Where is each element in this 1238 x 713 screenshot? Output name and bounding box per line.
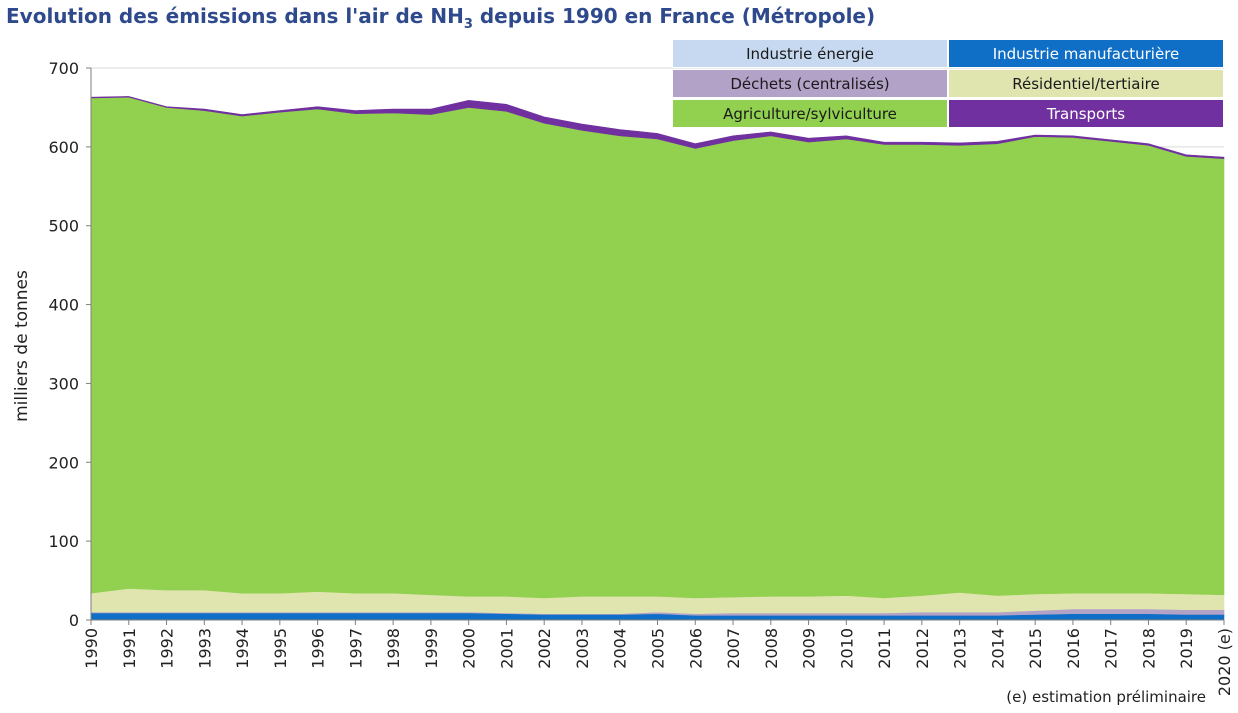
x-tick-label-2015: 2015: [1026, 628, 1045, 669]
y-axis-label: milliers de tonnes: [12, 270, 32, 422]
legend-item-residentiel-tertiaire: Résidentiel/tertiaire: [948, 69, 1224, 98]
x-tick-label-2003: 2003: [573, 628, 592, 669]
x-tick-label-2011: 2011: [875, 628, 894, 669]
chart-title-suffix: depuis 1990 en France (Métropole): [472, 4, 876, 28]
x-tick-label-2004: 2004: [611, 628, 630, 669]
legend-item-transports: Transports: [948, 99, 1224, 128]
x-tick-label-2002: 2002: [535, 628, 554, 669]
x-tick-label-2010: 2010: [837, 628, 856, 669]
x-tick-label-2008: 2008: [762, 628, 781, 669]
x-tick-label-2017: 2017: [1102, 628, 1121, 669]
x-tick-label-1996: 1996: [309, 628, 328, 669]
x-tick-label-2019: 2019: [1177, 628, 1196, 669]
x-tick-label-1990: 1990: [82, 628, 101, 669]
y-tick-label-600: 600: [48, 138, 79, 157]
area-layer: [90, 96, 1225, 621]
x-tick-label-2013: 2013: [951, 628, 970, 669]
x-tick-label-1994: 1994: [233, 628, 252, 669]
x-tick-label-2007: 2007: [724, 628, 743, 669]
chart-title-prefix: Evolution des émissions dans l'air de NH: [6, 4, 464, 28]
x-tick-label-2018: 2018: [1139, 628, 1158, 669]
legend-item-industrie-energie: Industrie énergie: [672, 39, 948, 68]
y-tick-label-0: 0: [69, 611, 79, 630]
x-tick-label-1999: 1999: [422, 628, 441, 669]
y-tick-label-400: 400: [48, 296, 79, 315]
x-tick-label-2001: 2001: [497, 628, 516, 669]
y-tick-labels: 0 100 200 300 400 500 600 700: [48, 59, 79, 630]
y-tick-label-300: 300: [48, 374, 79, 393]
x-tick-label-2000: 2000: [460, 628, 479, 669]
x-tick-label-1995: 1995: [271, 628, 290, 669]
footnote: (e) estimation préliminaire: [1006, 688, 1206, 706]
series-area-transports: [90, 96, 1225, 160]
x-tick-label-2020-e: 2020 (e): [1215, 628, 1234, 696]
axes: [86, 67, 1225, 625]
legend-item-industrie-manufacturiere: Industrie manufacturière: [948, 39, 1224, 68]
x-tick-label-2014: 2014: [988, 628, 1007, 669]
x-tick-label-2009: 2009: [800, 628, 819, 669]
legend-item-dechets-centralises: Déchets (centralisés): [672, 69, 948, 98]
x-tick-labels: 1990 1991 1992 1993 1994 1995 1996 1997 1998 1999…: [82, 628, 1234, 696]
y-tick-label-100: 100: [48, 532, 79, 551]
x-tick-label-2016: 2016: [1064, 628, 1083, 669]
x-tick-label-1993: 1993: [195, 628, 214, 669]
chart-title-subscript: 3: [463, 17, 473, 32]
x-tick-label-2012: 2012: [913, 628, 932, 669]
x-tick-label-1998: 1998: [384, 628, 403, 669]
y-tick-label-200: 200: [48, 453, 79, 472]
x-tick-label-2006: 2006: [686, 628, 705, 669]
legend-item-agriculture-sylviculture: Agriculture/sylviculture: [672, 99, 948, 128]
y-tick-label-500: 500: [48, 217, 79, 236]
x-tick-label-2005: 2005: [649, 628, 668, 669]
chart-title: Evolution des émissions dans l'air de NH…: [6, 4, 875, 32]
x-tick-label-1997: 1997: [346, 628, 365, 669]
series-area-agriculture-sylviculture: [90, 96, 1225, 599]
x-tick-label-1992: 1992: [158, 628, 177, 669]
x-tick-label-1991: 1991: [120, 628, 139, 669]
y-tick-label-700: 700: [48, 59, 79, 78]
